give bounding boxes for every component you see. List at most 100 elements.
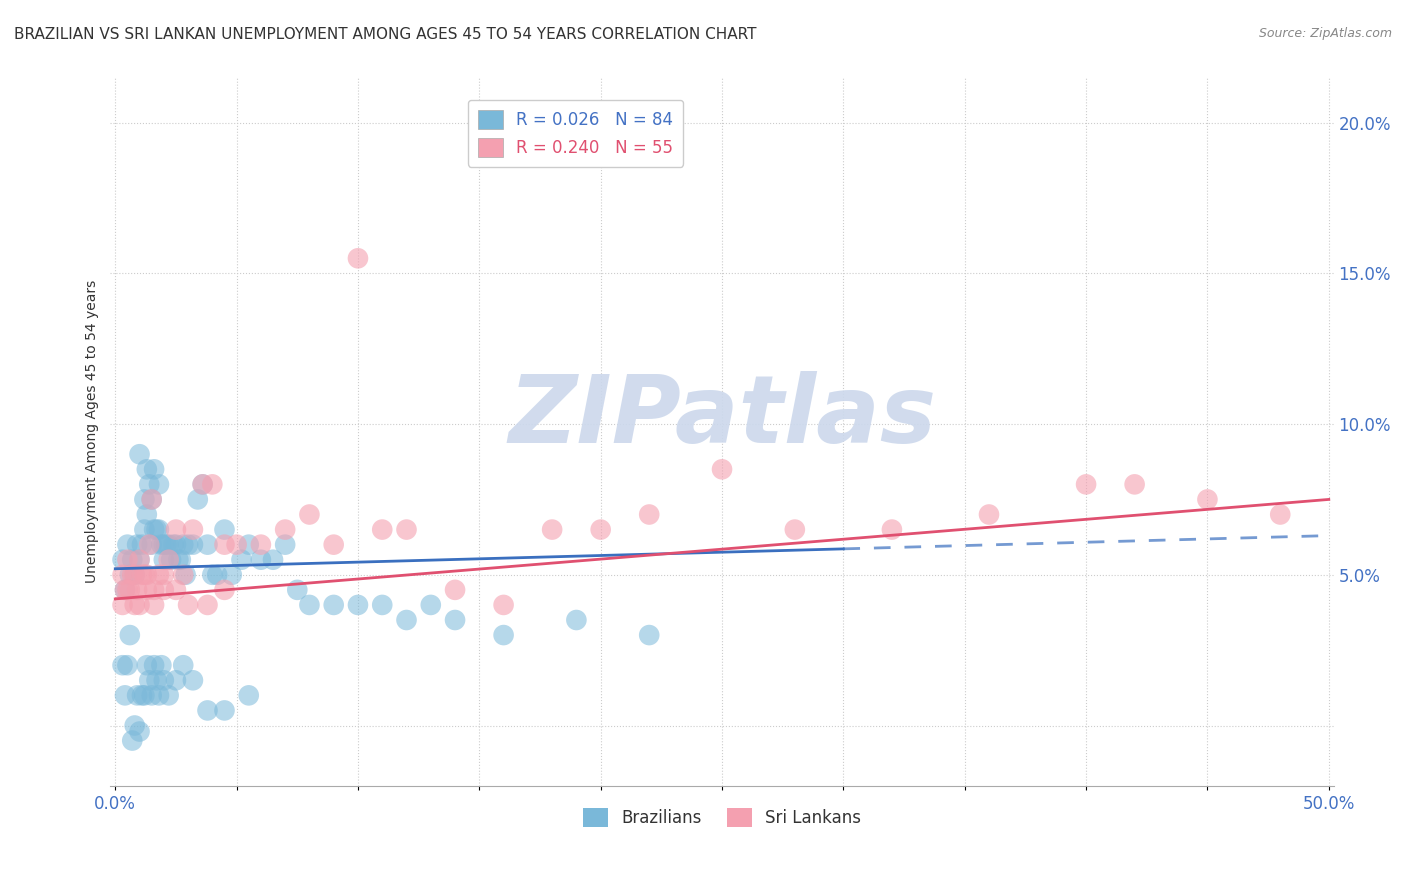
Point (977, 508, 1000, 522)
Point (250, 538, 273, 552)
Point (444, 613, 467, 627)
Point (131, 567, 153, 582)
Point (127, 582, 149, 597)
Point (191, 477, 214, 491)
Point (128, 598, 150, 612)
Point (121, 567, 143, 582)
Point (419, 598, 441, 612)
Point (128, 724, 150, 739)
Point (322, 598, 344, 612)
Point (162, 538, 184, 552)
Point (148, 689, 170, 703)
Point (395, 613, 418, 627)
Point (141, 689, 163, 703)
Text: Source: ZipAtlas.com: Source: ZipAtlas.com (1258, 27, 1392, 40)
Point (153, 552, 176, 566)
Point (492, 628, 515, 642)
Point (150, 538, 173, 552)
Point (155, 538, 177, 552)
Point (131, 538, 153, 552)
Point (138, 477, 160, 491)
Point (298, 508, 321, 522)
Point (880, 523, 903, 537)
Point (165, 523, 187, 537)
Point (153, 673, 176, 688)
Point (167, 552, 190, 566)
Point (117, 582, 139, 597)
Point (118, 567, 141, 582)
Point (138, 538, 160, 552)
Point (135, 658, 157, 673)
Point (118, 628, 141, 642)
Point (138, 673, 160, 688)
Point (262, 552, 284, 566)
Point (172, 567, 194, 582)
Point (114, 689, 136, 703)
Text: ZIPatlas: ZIPatlas (508, 371, 936, 464)
Point (197, 703, 219, 717)
Point (143, 582, 166, 597)
Point (274, 523, 297, 537)
Point (128, 447, 150, 461)
Point (145, 673, 167, 688)
Point (1197, 492, 1219, 507)
Point (177, 538, 200, 552)
Point (205, 567, 228, 582)
Point (153, 582, 176, 597)
Point (298, 598, 321, 612)
Point (711, 462, 734, 476)
Point (121, 733, 143, 747)
Point (197, 538, 219, 552)
Point (114, 582, 136, 597)
Point (238, 538, 260, 552)
Point (172, 658, 194, 673)
Point (117, 658, 139, 673)
Point (1074, 477, 1097, 491)
Point (221, 567, 243, 582)
Point (347, 598, 370, 612)
Point (250, 552, 273, 566)
Point (153, 538, 176, 552)
Point (371, 523, 394, 537)
Point (111, 552, 134, 566)
Point (177, 598, 200, 612)
Point (347, 252, 370, 266)
Point (181, 673, 204, 688)
Point (285, 582, 308, 597)
Point (238, 689, 260, 703)
Point (128, 552, 150, 566)
Point (134, 567, 156, 582)
Point (181, 523, 204, 537)
Point (322, 538, 344, 552)
Point (157, 538, 180, 552)
Point (1270, 508, 1292, 522)
Point (141, 492, 163, 507)
Point (181, 538, 204, 552)
Point (274, 538, 297, 552)
Point (111, 658, 134, 673)
Point (127, 538, 149, 552)
Point (201, 477, 224, 491)
Point (231, 552, 253, 566)
Point (157, 552, 180, 566)
Point (371, 598, 394, 612)
Point (143, 598, 166, 612)
Point (191, 477, 214, 491)
Point (117, 538, 139, 552)
Point (143, 523, 166, 537)
Point (111, 567, 134, 582)
Point (118, 582, 141, 597)
Point (143, 658, 166, 673)
Point (638, 508, 661, 522)
Point (128, 552, 150, 566)
Point (214, 703, 236, 717)
Point (117, 552, 139, 566)
Point (214, 523, 236, 537)
Point (148, 523, 170, 537)
Point (124, 598, 146, 612)
Point (174, 567, 197, 582)
Point (141, 492, 163, 507)
Point (111, 598, 134, 612)
Point (172, 538, 194, 552)
Point (541, 523, 564, 537)
